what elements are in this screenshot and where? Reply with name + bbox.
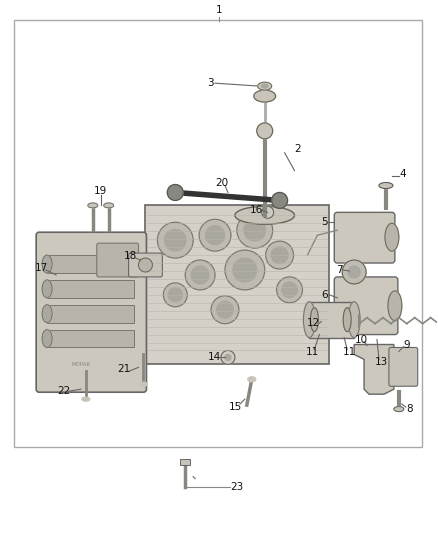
- Text: 5: 5: [321, 217, 328, 227]
- Circle shape: [205, 225, 225, 245]
- Circle shape: [225, 250, 265, 290]
- Text: 23: 23: [230, 482, 244, 491]
- Circle shape: [266, 241, 293, 269]
- Circle shape: [191, 266, 209, 284]
- Text: 9: 9: [403, 340, 410, 350]
- Ellipse shape: [258, 82, 272, 90]
- Text: 17: 17: [35, 263, 48, 273]
- FancyBboxPatch shape: [36, 232, 146, 392]
- Circle shape: [221, 351, 235, 365]
- Ellipse shape: [304, 302, 315, 337]
- Ellipse shape: [42, 255, 52, 273]
- Ellipse shape: [388, 291, 402, 321]
- Text: 4: 4: [399, 168, 406, 179]
- Ellipse shape: [379, 182, 393, 189]
- Circle shape: [348, 266, 360, 278]
- Ellipse shape: [248, 377, 256, 382]
- Ellipse shape: [394, 407, 404, 411]
- Ellipse shape: [42, 329, 52, 348]
- Ellipse shape: [385, 223, 399, 251]
- Text: 21: 21: [117, 365, 130, 374]
- Circle shape: [342, 260, 366, 284]
- Ellipse shape: [82, 397, 90, 401]
- Circle shape: [211, 296, 239, 324]
- Circle shape: [257, 123, 273, 139]
- Text: 13: 13: [374, 358, 388, 367]
- Text: 15: 15: [229, 402, 243, 412]
- Ellipse shape: [140, 382, 148, 386]
- Bar: [14, 20, 422, 447]
- Circle shape: [272, 192, 288, 208]
- Text: 16: 16: [250, 205, 263, 215]
- Circle shape: [167, 184, 183, 200]
- Circle shape: [165, 229, 186, 251]
- Circle shape: [199, 219, 231, 251]
- Text: 8: 8: [406, 404, 413, 414]
- Circle shape: [262, 206, 274, 219]
- Circle shape: [138, 258, 152, 272]
- FancyBboxPatch shape: [389, 348, 418, 386]
- Circle shape: [233, 258, 257, 282]
- Text: 2: 2: [294, 144, 301, 154]
- Text: 22: 22: [57, 386, 71, 396]
- FancyBboxPatch shape: [334, 277, 398, 335]
- Text: 7: 7: [336, 265, 343, 275]
- Ellipse shape: [235, 206, 294, 224]
- Polygon shape: [354, 344, 394, 394]
- Text: 11: 11: [343, 348, 356, 358]
- Text: 6: 6: [321, 290, 328, 300]
- Text: 11: 11: [306, 348, 319, 358]
- Ellipse shape: [42, 305, 52, 322]
- Ellipse shape: [343, 308, 351, 332]
- Circle shape: [244, 220, 265, 241]
- Circle shape: [282, 282, 297, 297]
- Circle shape: [277, 277, 303, 303]
- Circle shape: [157, 222, 193, 258]
- Ellipse shape: [88, 203, 98, 208]
- Ellipse shape: [42, 280, 52, 298]
- Circle shape: [237, 212, 273, 248]
- Circle shape: [217, 301, 233, 318]
- Text: 14: 14: [208, 352, 221, 362]
- Circle shape: [168, 288, 183, 302]
- Circle shape: [225, 354, 231, 360]
- FancyBboxPatch shape: [334, 212, 395, 263]
- Text: 20: 20: [215, 177, 229, 188]
- Circle shape: [163, 283, 187, 307]
- Text: 18: 18: [124, 251, 137, 261]
- Text: 1: 1: [215, 5, 223, 14]
- FancyBboxPatch shape: [129, 253, 162, 277]
- Bar: [145, 205, 329, 365]
- Text: 3: 3: [207, 78, 213, 88]
- Text: 12: 12: [307, 318, 320, 328]
- Ellipse shape: [348, 302, 360, 337]
- Text: 19: 19: [94, 187, 107, 197]
- Circle shape: [185, 260, 215, 290]
- Bar: [47, 329, 134, 348]
- Text: MOPAR: MOPAR: [72, 362, 91, 367]
- Ellipse shape: [254, 90, 276, 102]
- Bar: [47, 255, 134, 273]
- Ellipse shape: [104, 203, 114, 208]
- Text: 10: 10: [354, 335, 367, 344]
- Ellipse shape: [261, 84, 268, 88]
- FancyBboxPatch shape: [97, 243, 138, 277]
- Bar: [180, 459, 190, 465]
- Bar: [309, 302, 354, 337]
- Circle shape: [271, 247, 288, 263]
- Bar: [47, 305, 134, 322]
- Ellipse shape: [311, 308, 318, 332]
- Bar: [47, 280, 134, 298]
